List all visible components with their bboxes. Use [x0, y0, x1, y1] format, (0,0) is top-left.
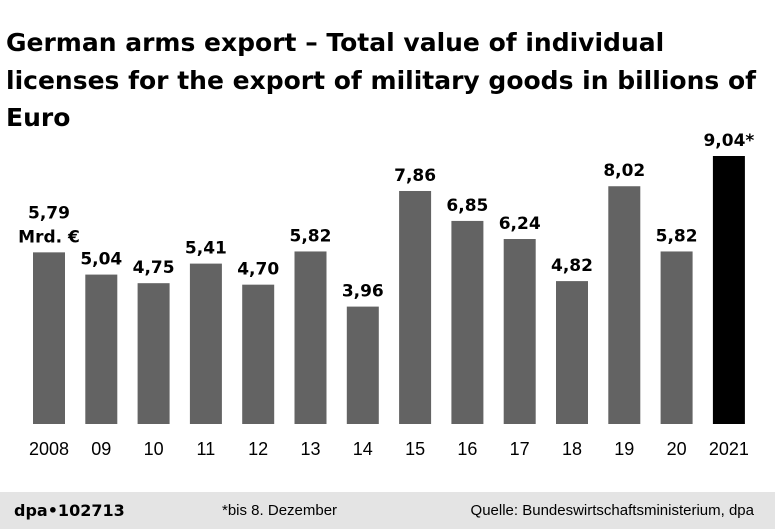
value-label-16: 6,85 — [446, 196, 488, 216]
bar-15 — [399, 190, 432, 424]
bar-11 — [189, 263, 222, 424]
bar-09 — [85, 274, 118, 424]
value-label-11: 5,41 — [185, 239, 227, 259]
bar-10 — [137, 283, 170, 424]
bar-chart: 5,79 2008 5,04 09 4,75 10 5,41 11 4,70 12 5,82 13 3,… — [18, 131, 754, 459]
value-label-20: 5,82 — [656, 226, 698, 246]
bar-2021 — [712, 156, 745, 424]
value-label-10: 4,75 — [133, 258, 175, 278]
bar-20 — [660, 251, 693, 424]
value-label-2021: 9,04* — [703, 131, 754, 151]
bar-19 — [608, 186, 641, 424]
chart-title: German arms export – Total value of indi… — [6, 28, 756, 132]
value-label-15: 7,86 — [394, 166, 436, 186]
x-tick-12: 12 — [248, 439, 268, 459]
bar-13 — [294, 251, 327, 424]
x-tick-20: 20 — [667, 439, 687, 459]
value-label-12: 4,70 — [237, 260, 279, 280]
x-tick-18: 18 — [562, 439, 582, 459]
value-label-09: 5,04 — [80, 250, 122, 270]
x-tick-16: 16 — [457, 439, 477, 459]
bar-12 — [242, 284, 275, 424]
bar-2008 — [33, 252, 65, 424]
footer-bar: dpa•102713 *bis 8. Dezember Quelle: Bund… — [0, 492, 775, 529]
unit-label: Mrd. € — [18, 227, 80, 247]
value-label-2008: 5,79 — [28, 203, 70, 223]
value-label-14: 3,96 — [342, 282, 384, 302]
x-tick-17: 17 — [510, 439, 530, 459]
x-tick-2021: 2021 — [709, 439, 749, 459]
x-tick-10: 10 — [144, 439, 164, 459]
bar-18 — [556, 281, 588, 424]
x-tick-13: 13 — [300, 439, 320, 459]
footer-source: Quelle: Bundeswirtschaftsministerium, dp… — [470, 502, 754, 519]
bar-17 — [503, 239, 536, 424]
value-label-17: 6,24 — [499, 214, 541, 234]
bar-16 — [451, 220, 484, 424]
x-tick-09: 09 — [91, 439, 111, 459]
value-label-18: 4,82 — [551, 256, 593, 276]
x-tick-19: 19 — [614, 439, 634, 459]
footer-note: *bis 8. Dezember — [222, 502, 338, 519]
x-tick-11: 11 — [197, 439, 216, 459]
x-tick-2008: 2008 — [29, 439, 69, 459]
value-label-13: 5,82 — [290, 226, 332, 246]
value-label-19: 8,02 — [603, 161, 645, 181]
footer-credit: dpa•102713 — [14, 501, 125, 520]
x-tick-14: 14 — [353, 439, 373, 459]
x-tick-15: 15 — [405, 439, 425, 459]
bar-14 — [346, 306, 379, 424]
